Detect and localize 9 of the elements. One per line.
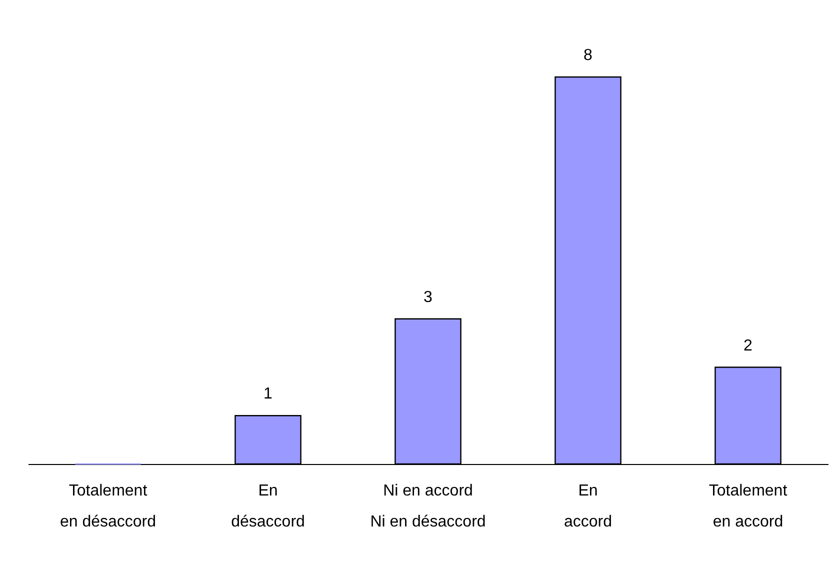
x-tick-label: Totalement en accord — [708, 482, 788, 530]
data-label: 1 — [264, 386, 273, 403]
x-tick-label: Totalement en désaccord — [60, 482, 156, 530]
x-tick-label: En désaccord — [231, 482, 305, 530]
x-tick-label: Ni en accord Ni en désaccord — [370, 482, 486, 530]
data-label: 8 — [584, 47, 593, 64]
data-label: 3 — [424, 288, 433, 306]
x-tick-label: En accord — [564, 482, 612, 530]
data-label: 2 — [744, 337, 753, 354]
